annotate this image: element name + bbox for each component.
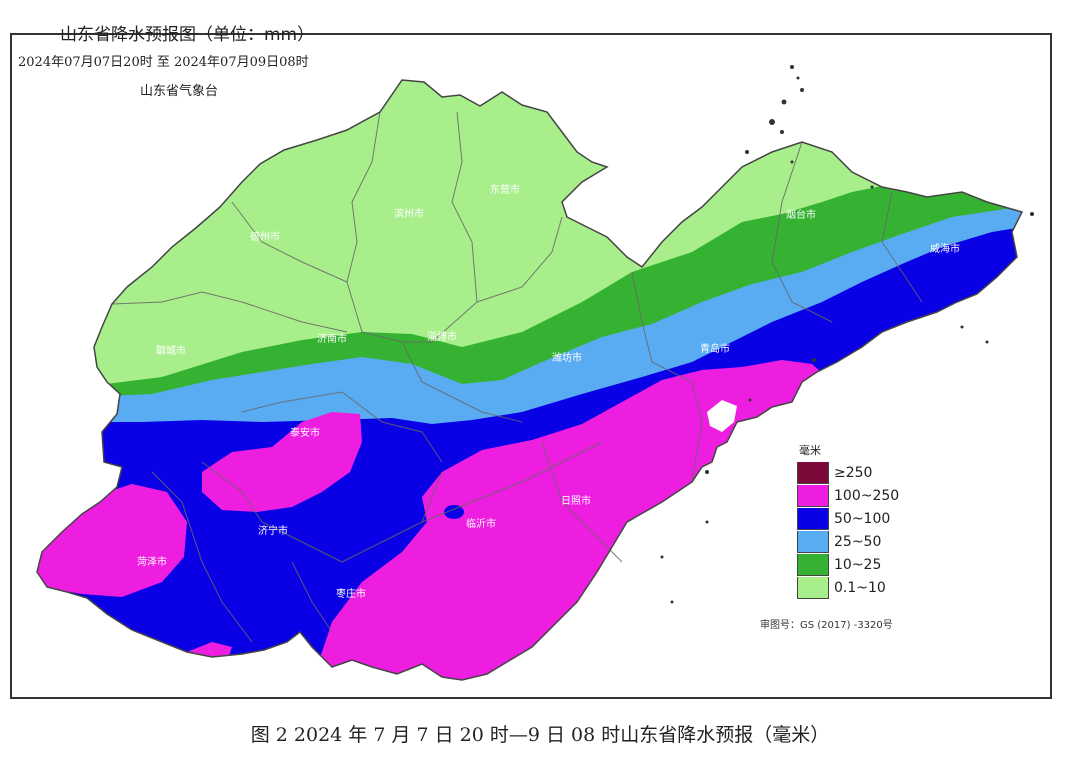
city-label: 日照市 (561, 494, 591, 507)
legend-swatch (797, 484, 829, 507)
map-title: 山东省降水预报图（单位：mm） (60, 25, 315, 45)
legend-label: ≥250 (834, 464, 873, 481)
city-label: 烟台市 (786, 208, 816, 221)
legend: 毫米 ≥250 100~250 50~100 25~50 10~25 0.1~1… (797, 442, 899, 599)
city-label: 淄博市 (427, 330, 457, 343)
legend-label: 25~50 (834, 533, 882, 550)
band-100-250-taian (202, 412, 362, 512)
city-label: 威海市 (930, 242, 960, 255)
city-label: 潍坊市 (552, 351, 582, 364)
city-label: 菏泽市 (137, 555, 167, 568)
city-label: 德州市 (250, 230, 280, 243)
city-label: 泰安市 (290, 426, 320, 439)
approval-number: 审图号：GS (2017) -3320号 (760, 620, 893, 631)
legend-swatch (797, 553, 829, 576)
legend-swatch (797, 461, 829, 484)
city-labels: 德州市 滨州市 东营市 聊城市 济南市 淄博市 潍坊市 烟台市 威海市 青岛市 … (137, 183, 960, 600)
city-label: 济宁市 (258, 524, 288, 537)
city-label: 济南市 (317, 332, 347, 345)
legend-item: 100~250 (797, 484, 899, 507)
legend-swatch (797, 576, 829, 599)
city-label: 青岛市 (700, 342, 730, 355)
legend-unit: 毫米 (799, 444, 821, 457)
map-frame: 德州市 滨州市 东营市 聊城市 济南市 淄博市 潍坊市 烟台市 威海市 青岛市 … (10, 33, 1052, 699)
province-outline (36, 79, 1024, 681)
legend-label: 50~100 (834, 510, 891, 527)
legend-item: 10~25 (797, 553, 899, 576)
legend-label: 10~25 (834, 556, 882, 573)
legend-item: 0.1~10 (797, 576, 899, 599)
figure-caption: 图 2 2024 年 7 月 7 日 20 时—9 日 08 时山东省降水预报（… (250, 724, 830, 746)
time-range: 2024年07月07日20时 至 2024年07月09日08时 (18, 55, 309, 70)
city-label: 东营市 (490, 183, 520, 196)
islands (660, 65, 1034, 604)
legend-swatch (797, 507, 829, 530)
city-label: 聊城市 (156, 344, 186, 357)
legend-label: 100~250 (834, 487, 900, 504)
city-boundaries (111, 111, 923, 643)
legend-label: 0.1~10 (834, 579, 886, 596)
bay-water (707, 400, 737, 432)
rainfall-map: 德州市 滨州市 东营市 聊城市 济南市 淄博市 潍坊市 烟台市 威海市 青岛市 … (36, 65, 1034, 681)
legend-swatch (797, 530, 829, 553)
city-label: 枣庄市 (336, 587, 366, 600)
city-label: 滨州市 (394, 207, 424, 220)
city-label: 临沂市 (466, 517, 496, 530)
issuing-agency: 山东省气象台 (140, 84, 219, 99)
band-100-250-heze (37, 484, 187, 597)
legend-item: 50~100 (797, 507, 899, 530)
legend-item: ≥250 (797, 461, 899, 484)
pocket-50-100-linyi (444, 505, 464, 519)
legend-item: 25~50 (797, 530, 899, 553)
